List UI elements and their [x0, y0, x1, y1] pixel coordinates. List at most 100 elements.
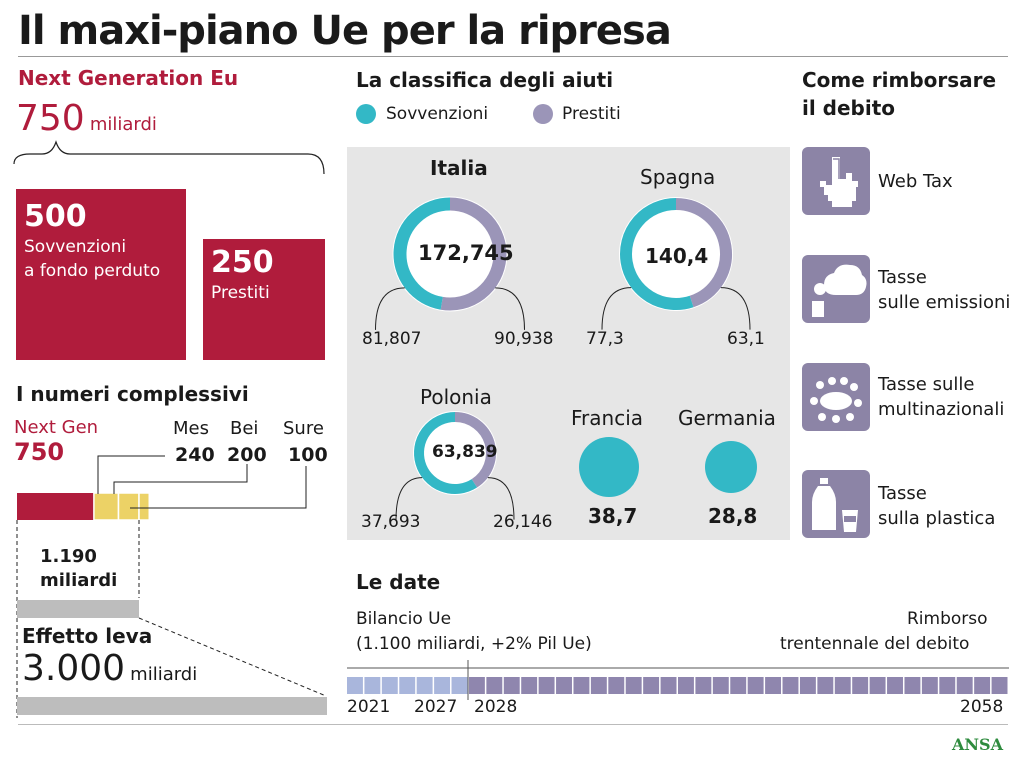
- timeline-year-2034: [573, 677, 590, 694]
- donut-loans-polonia: [454, 412, 496, 488]
- nextgen-total-value: 750: [14, 438, 65, 466]
- budget-line-2: (1.100 miliardi, +2% Pil Ue): [356, 634, 592, 654]
- totals-bar-mes: [93, 492, 120, 521]
- leverage-unit: miliardi: [130, 664, 198, 685]
- timeline-year-2058: [991, 677, 1008, 694]
- repay-item-2-line1: Tasse: [878, 267, 927, 288]
- leg-grants-italia: [375, 287, 405, 330]
- repay-line-1: Rimborso: [907, 609, 988, 629]
- donut-bg-italia: [392, 196, 508, 312]
- meeting-table-icon-graphic: [810, 377, 862, 423]
- page-title: Il maxi-piano Ue per la ripresa: [18, 8, 672, 54]
- timeline-year-2027: [451, 677, 468, 694]
- legend-loans-swatch: [533, 104, 553, 124]
- year-budget-end: 2027: [414, 697, 458, 717]
- leverage-label: Effetto leva: [22, 624, 153, 648]
- grants-box: 500 Sovvenzioni a fondo perduto: [16, 189, 186, 360]
- leverage-dash: [138, 617, 327, 697]
- timeline-year-2022: [364, 677, 381, 694]
- donut-solid-germania: [705, 441, 757, 493]
- pointing-hand-icon-graphic: [820, 157, 858, 207]
- footer-divider: [18, 724, 1008, 725]
- total-polonia: 63,839: [432, 442, 498, 462]
- donut-loans-spagna: [675, 198, 732, 308]
- timeline-year-2043: [730, 677, 747, 694]
- grants-polonia: 37,693: [361, 512, 421, 532]
- country-name-germania: Germania: [678, 406, 776, 430]
- bei-value: 200: [227, 444, 267, 466]
- ranking-donut-chart: [375, 196, 757, 520]
- timeline-year-2054: [921, 677, 938, 694]
- country-name-spagna: Spagna: [640, 165, 716, 189]
- timeline-year-2021: [347, 677, 363, 694]
- repay-line-2: trentennale del debito: [780, 634, 970, 654]
- sum-unit: miliardi: [40, 570, 118, 591]
- factory-smoke-icon-graphic: [812, 264, 867, 317]
- country-name-polonia: Polonia: [420, 385, 492, 409]
- loans-spagna: 63,1: [727, 329, 765, 349]
- timeline-year-2048: [817, 677, 834, 694]
- repay-item-2-line2: sulle emissioni: [878, 292, 1011, 313]
- legend-loans-label: Prestiti: [562, 104, 621, 124]
- leg-grants-polonia: [395, 477, 423, 520]
- grants-spagna: 77,3: [586, 329, 624, 349]
- next-gen-amount: 750: [16, 98, 85, 139]
- donut-solid-francia: [579, 437, 639, 497]
- plastic-bottle-icon: [802, 470, 870, 538]
- timeline-year-2049: [834, 677, 851, 694]
- timeline-year-2046: [782, 677, 799, 694]
- timeline-year-2042: [712, 677, 729, 694]
- timeline-year-2024: [399, 677, 416, 694]
- donut-loans-italia: [440, 197, 507, 311]
- totals-bar-bei: [117, 492, 140, 521]
- repay-item-3-line1: Tasse sulle: [878, 374, 975, 395]
- timeline-year-2044: [747, 677, 764, 694]
- timeline-year-2029: [486, 677, 503, 694]
- legend-grants-label: Sovvenzioni: [386, 104, 489, 124]
- loans-label: Prestiti: [211, 283, 270, 303]
- timeline-year-2037: [625, 677, 642, 694]
- donut-grants-italia: [393, 197, 451, 310]
- pointing-hand-icon: [802, 147, 870, 215]
- total-germania: 28,8: [708, 504, 758, 528]
- dates-heading: Le date: [356, 570, 441, 594]
- loans-italia: 90,938: [494, 329, 554, 349]
- leg-loans-spagna: [720, 287, 751, 330]
- timeline-year-2050: [852, 677, 869, 694]
- repay-heading-2: il debito: [802, 96, 896, 120]
- leg-loans-polonia: [487, 477, 515, 520]
- donut-bg-polonia: [413, 411, 497, 495]
- repay-item-4-line1: Tasse: [878, 483, 927, 504]
- repay-item-3-line2: multinazionali: [878, 399, 1005, 420]
- mes-label: Mes: [173, 418, 209, 439]
- leg-loans-italia: [495, 287, 525, 330]
- timeline-year-2056: [956, 677, 973, 694]
- mes-value: 240: [175, 444, 215, 466]
- budget-line-1: Bilancio Ue: [356, 609, 452, 629]
- timeline-year-2025: [416, 677, 433, 694]
- timeline-year-2039: [660, 677, 677, 694]
- timeline-year-2047: [799, 677, 816, 694]
- brace-path: [13, 140, 325, 175]
- total-italia: 172,745: [418, 241, 514, 265]
- legend-grants-swatch: [356, 104, 376, 124]
- leverage-gray-bar: [17, 697, 327, 715]
- sure-label: Sure: [283, 418, 324, 439]
- timeline-year-2030: [503, 677, 520, 694]
- mes-connector: [97, 455, 165, 494]
- grants-label-2: a fondo perduto: [24, 261, 161, 281]
- grants-label-1: Sovvenzioni: [24, 237, 127, 257]
- sum-bracket: [16, 520, 140, 718]
- repay-item-1-line1: Web Tax: [878, 171, 953, 192]
- leverage-group: 3.000 miliardi: [22, 648, 197, 689]
- timeline-year-2045: [765, 677, 782, 694]
- timeline-year-2026: [434, 677, 451, 694]
- next-gen-heading: Next Generation Eu: [18, 66, 239, 90]
- sum-gray-bar: [17, 600, 139, 618]
- year-start: 2021: [347, 697, 391, 717]
- repay-item-4-line2: sulla plastica: [878, 508, 996, 529]
- leg-grants-spagna: [601, 287, 632, 330]
- loans-polonia: 26,146: [493, 512, 553, 532]
- timeline-year-2038: [643, 677, 660, 694]
- sum-value: 1.190: [40, 546, 97, 567]
